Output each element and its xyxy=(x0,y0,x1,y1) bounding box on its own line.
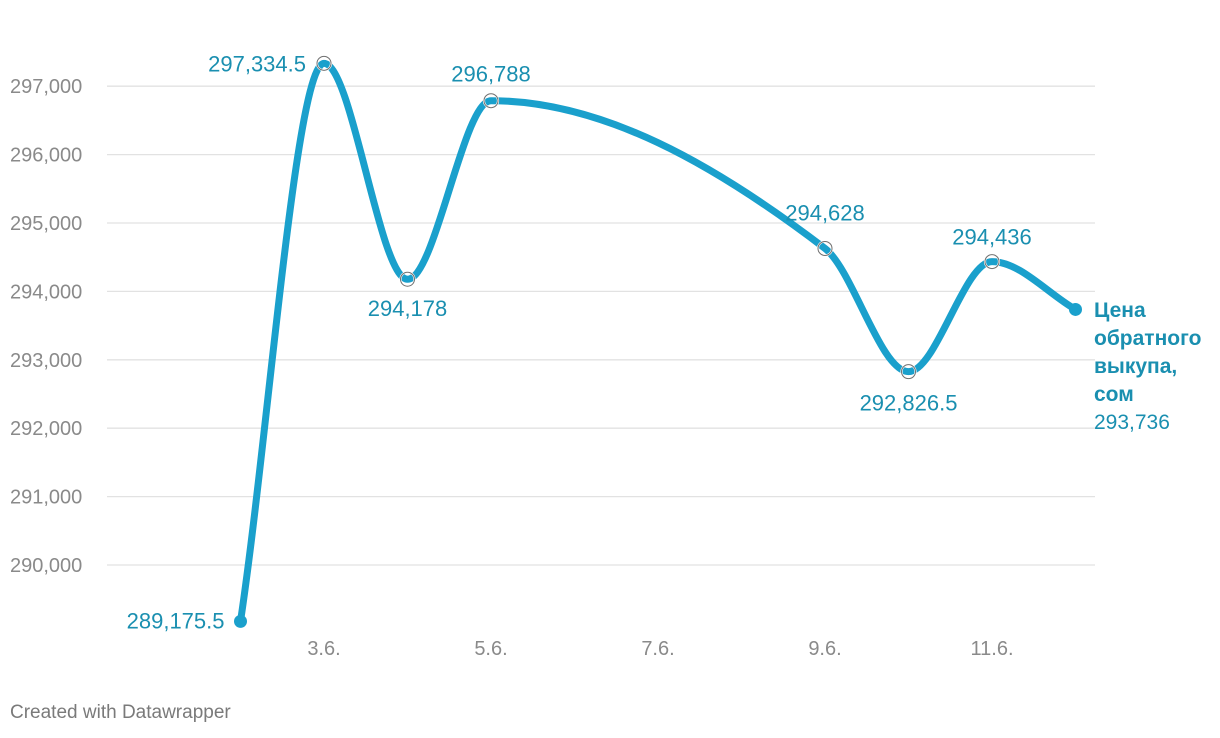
data-label: 294,628 xyxy=(785,200,865,225)
data-labels: 289,175.5 297,334.5 294,178 296,788 294,628 2… xyxy=(127,51,1032,633)
data-point xyxy=(400,271,415,287)
y-tick-label: 292,000 xyxy=(10,418,82,440)
series-label: Цена обратного выкупа, сом 293,736 xyxy=(1094,299,1201,434)
y-tick-label: 295,000 xyxy=(10,213,82,235)
y-tick-label: 291,000 xyxy=(10,487,82,509)
series-last-value: 293,736 xyxy=(1094,411,1170,434)
data-label: 294,178 xyxy=(368,296,448,321)
y-tick-label: 296,000 xyxy=(10,145,82,167)
data-points xyxy=(234,55,1082,628)
series-name-line: выкупа, xyxy=(1094,355,1177,378)
y-tick-label: 293,000 xyxy=(10,350,82,372)
x-tick-label: 5.6. xyxy=(474,638,507,660)
series-name-line: обратного xyxy=(1094,327,1201,350)
data-label: 294,436 xyxy=(952,225,1032,250)
series-name-line: Цена xyxy=(1094,299,1146,322)
data-point xyxy=(483,93,499,109)
x-tick-label: 7.6. xyxy=(641,638,674,660)
y-tick-label: 297,000 xyxy=(10,76,82,98)
line-chart: 290,000 291,000 292,000 293,000 294,000 295,0… xyxy=(10,51,1201,660)
x-tick-label: 9.6. xyxy=(808,638,841,660)
data-point xyxy=(316,55,332,71)
data-point xyxy=(234,614,247,628)
credit-text: Created with Datawrapper xyxy=(10,702,231,723)
x-tick-label: 3.6. xyxy=(307,638,340,660)
x-axis: 3.6. 5.6. 7.6. 9.6. 11.6. xyxy=(307,638,1013,660)
data-point xyxy=(984,254,1000,270)
data-label: 289,175.5 xyxy=(127,608,225,633)
data-label: 297,334.5 xyxy=(208,51,306,76)
data-point xyxy=(1069,302,1082,316)
data-label: 296,788 xyxy=(451,62,531,87)
data-point xyxy=(817,240,833,256)
y-tick-label: 290,000 xyxy=(10,555,82,577)
y-axis: 290,000 291,000 292,000 293,000 294,000 295,0… xyxy=(10,76,82,577)
data-point xyxy=(901,364,916,380)
data-label: 292,826.5 xyxy=(860,391,958,416)
x-tick-label: 11.6. xyxy=(971,638,1014,660)
series-line xyxy=(237,59,1079,625)
series-name-line: сом xyxy=(1094,383,1134,406)
y-tick-label: 294,000 xyxy=(10,281,82,303)
